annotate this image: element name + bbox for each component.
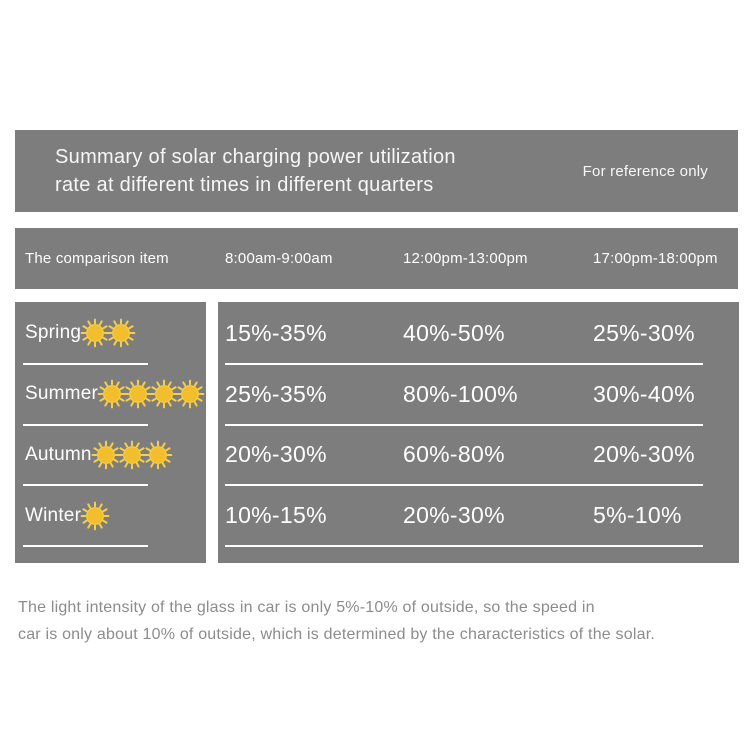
value-cell: 40%-50% <box>403 319 505 346</box>
value-cell: 20%-30% <box>225 441 327 468</box>
header-bar: Summary of solar charging power utilizat… <box>15 130 738 212</box>
season-row-winter: Winter <box>15 486 206 547</box>
sun-icon <box>91 440 121 470</box>
sun-rating <box>80 501 110 531</box>
sun-rating <box>91 440 173 470</box>
value-cell: 60%-80% <box>403 441 505 468</box>
footer-note: The light intensity of the glass in car … <box>18 594 655 648</box>
value-cell: 30%-40% <box>593 380 695 407</box>
reference-note: For reference only <box>582 163 708 180</box>
sun-icon <box>123 379 153 409</box>
row-underline <box>225 484 703 487</box>
column-header-bar: The comparison item 8:00am-9:00am 12:00p… <box>15 228 738 289</box>
season-label: Winter <box>25 504 82 526</box>
season-label: Summer <box>25 383 98 405</box>
sun-rating <box>80 318 136 348</box>
season-label: Spring <box>25 322 82 344</box>
value-cell: 25%-35% <box>225 380 327 407</box>
row-underline <box>225 362 703 365</box>
sun-icon <box>117 440 147 470</box>
value-cell: 20%-30% <box>403 502 505 529</box>
column-header-morning: 8:00am-9:00am <box>225 250 333 267</box>
season-label: Autumn <box>25 443 92 465</box>
table-row-winter: 10%-15% 20%-30% 5%-10% <box>218 486 739 547</box>
sun-icon <box>106 319 136 348</box>
value-cell: 5%-10% <box>593 502 682 529</box>
row-underline <box>23 423 148 426</box>
row-underline <box>225 423 703 426</box>
table-row-autumn: 20%-30% 60%-80% 20%-30% <box>218 426 739 487</box>
footer-line2: car is only about 10% of outside, which … <box>18 626 655 643</box>
column-header-evening: 17:00pm-18:00pm <box>593 250 718 267</box>
sun-icon <box>175 379 205 409</box>
season-row-autumn: Autumn <box>15 426 206 487</box>
sun-icon <box>80 501 110 530</box>
values-panel: 15%-35% 40%-50% 25%-30% 25%-35% 80%-100%… <box>218 302 739 563</box>
row-underline <box>23 362 148 365</box>
value-cell: 15%-35% <box>225 319 327 346</box>
seasons-panel: Spring Summer Autumn Winter <box>15 302 206 563</box>
sun-rating <box>97 379 205 409</box>
value-cell: 80%-100% <box>403 380 518 407</box>
value-cell: 10%-15% <box>225 502 327 529</box>
sun-icon <box>149 379 179 409</box>
row-underline <box>23 484 148 487</box>
sun-icon <box>143 440 173 470</box>
column-header-noon: 12:00pm-13:00pm <box>403 250 528 267</box>
footer-line1: The light intensity of the glass in car … <box>18 599 595 616</box>
value-cell: 25%-30% <box>593 319 695 346</box>
table-row-summer: 25%-35% 80%-100% 30%-40% <box>218 365 739 426</box>
row-underline <box>23 545 148 547</box>
page-title: Summary of solar charging power utilizat… <box>55 143 456 199</box>
value-cell: 20%-30% <box>593 441 695 468</box>
row-underline <box>225 545 703 547</box>
table-row-spring: 15%-35% 40%-50% 25%-30% <box>218 304 739 365</box>
sun-icon <box>97 379 127 409</box>
season-row-spring: Spring <box>15 304 206 365</box>
page-title-line2: rate at different times in different qua… <box>55 174 434 196</box>
column-header-comparison-item: The comparison item <box>25 250 169 267</box>
page-title-line1: Summary of solar charging power utilizat… <box>55 146 456 168</box>
season-row-summer: Summer <box>15 365 206 426</box>
